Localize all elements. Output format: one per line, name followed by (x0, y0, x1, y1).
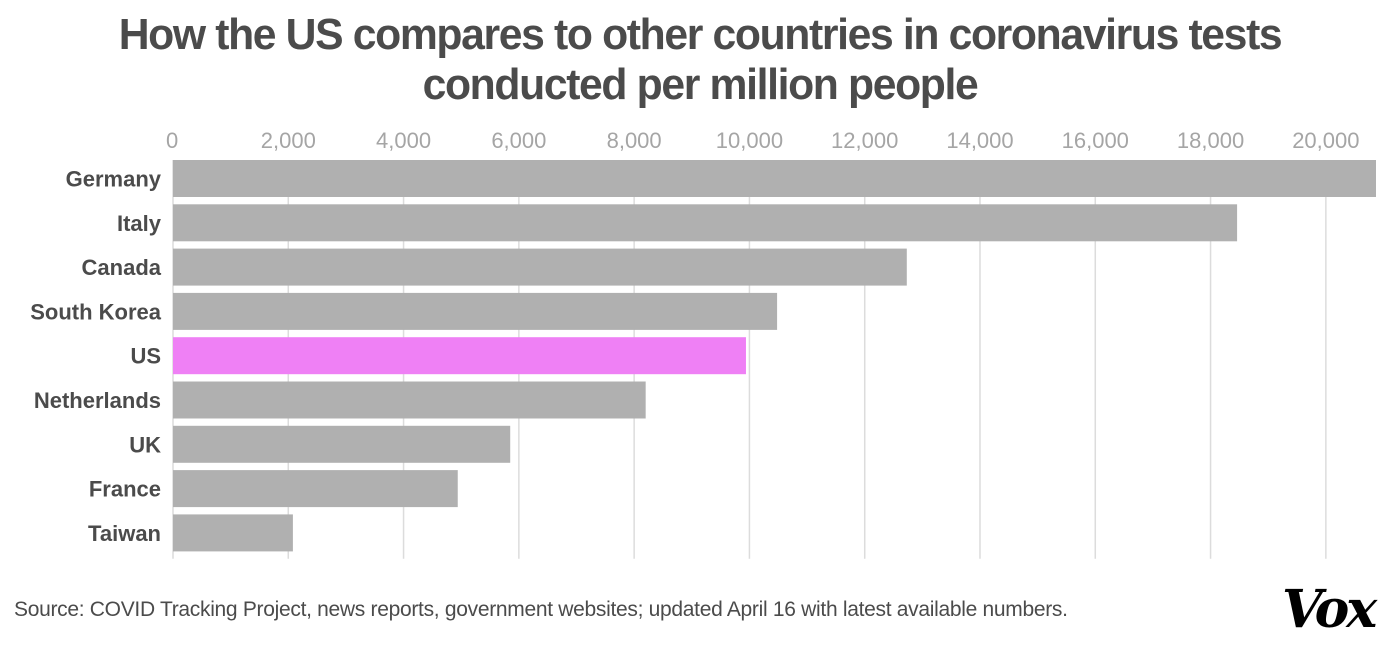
x-tick-label: 20,000 (1292, 128, 1359, 153)
bar-germany (173, 160, 1376, 197)
vox-logo: Vox (1282, 579, 1377, 640)
category-label: South Korea (30, 299, 162, 324)
category-label: France (89, 477, 161, 502)
bar-chart: 0 2,000 4,000 6,000 8,000 10,000 12,000 14,000 1… (30, 128, 1376, 559)
bar-italy (173, 204, 1238, 242)
category-label: Canada (82, 255, 162, 280)
x-tick-label: 6,000 (491, 128, 546, 153)
category-label: US (130, 344, 161, 369)
x-tick-label: 2,000 (261, 128, 316, 153)
category-label: Germany (66, 167, 162, 192)
bar-uk (173, 425, 511, 463)
category-label: UK (129, 432, 161, 457)
bar-south-korea (173, 292, 778, 330)
source-note: Source: COVID Tracking Project, news rep… (14, 598, 1068, 621)
category-labels: Germany Italy Canada South Korea US Netherlan… (30, 167, 162, 546)
bar-netherlands (173, 381, 646, 419)
chart-title-line-2: conducted per million people (422, 60, 979, 109)
bar-us (173, 337, 746, 375)
x-tick-label: 12,000 (831, 128, 898, 153)
x-tick-label: 8,000 (607, 128, 662, 153)
x-tick-label: 4,000 (376, 128, 431, 153)
x-axis-ticks: 0 2,000 4,000 6,000 8,000 10,000 12,000 14,000 1… (166, 128, 1359, 153)
x-tick-label: 0 (166, 128, 178, 153)
bars (173, 160, 1376, 552)
bar-canada (173, 248, 907, 286)
chart-title-line-1: How the US compares to other countries i… (118, 10, 1283, 59)
category-label: Netherlands (34, 388, 161, 413)
x-tick-label: 10,000 (716, 128, 783, 153)
bar-taiwan (173, 514, 293, 552)
x-tick-label: 14,000 (946, 128, 1013, 153)
x-tick-label: 18,000 (1177, 128, 1244, 153)
category-label: Taiwan (88, 521, 161, 546)
x-tick-label: 16,000 (1062, 128, 1129, 153)
bar-france (173, 470, 458, 508)
category-label: Italy (117, 211, 162, 236)
chart-title: How the US compares to other countries i… (21, 10, 1379, 110)
